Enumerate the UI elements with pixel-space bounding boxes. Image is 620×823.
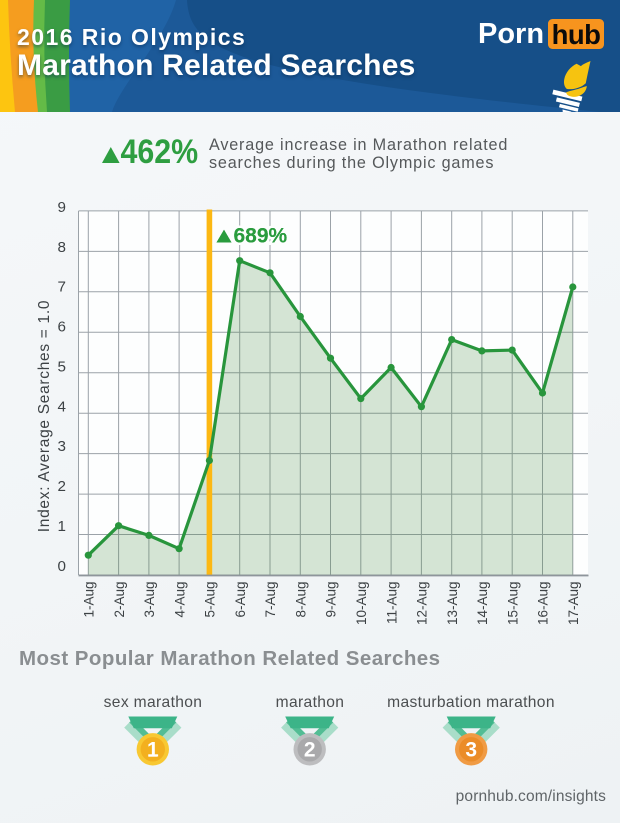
svg-text:5: 5 <box>58 358 66 375</box>
svg-text:1: 1 <box>58 518 66 535</box>
svg-text:10-Aug: 10-Aug <box>354 582 369 626</box>
svg-text:2-Aug: 2-Aug <box>112 582 127 618</box>
svg-text:4-Aug: 4-Aug <box>172 582 187 618</box>
svg-text:16-Aug: 16-Aug <box>536 582 551 626</box>
svg-text:6: 6 <box>58 319 66 336</box>
svg-text:8: 8 <box>58 239 66 256</box>
svg-text:8-Aug: 8-Aug <box>294 582 309 618</box>
svg-text:9: 9 <box>58 199 66 216</box>
svg-text:Index: Average Searches = 1.0: Index: Average Searches = 1.0 <box>36 300 53 532</box>
svg-text:7: 7 <box>58 279 66 296</box>
svg-text:689%: 689% <box>234 225 288 248</box>
svg-text:3: 3 <box>58 438 66 455</box>
svg-text:11-Aug: 11-Aug <box>384 582 399 625</box>
svg-text:0: 0 <box>58 558 66 575</box>
svg-text:7-Aug: 7-Aug <box>263 582 278 618</box>
svg-text:1-Aug: 1-Aug <box>82 582 97 618</box>
svg-text:2: 2 <box>58 478 66 495</box>
svg-text:3: 3 <box>465 739 477 762</box>
svg-text:9-Aug: 9-Aug <box>324 582 339 618</box>
svg-text:3-Aug: 3-Aug <box>142 582 157 618</box>
svg-text:5-Aug: 5-Aug <box>203 582 218 618</box>
svg-text:13-Aug: 13-Aug <box>445 582 460 626</box>
svg-text:6-Aug: 6-Aug <box>233 582 248 618</box>
svg-text:15-Aug: 15-Aug <box>505 582 520 626</box>
svg-text:14-Aug: 14-Aug <box>475 582 490 626</box>
svg-text:1: 1 <box>147 739 159 762</box>
svg-text:12-Aug: 12-Aug <box>415 582 430 626</box>
svg-text:4: 4 <box>58 398 66 415</box>
svg-text:689%: 689% <box>234 225 288 248</box>
svg-text:17-Aug: 17-Aug <box>566 582 581 626</box>
svg-text:2: 2 <box>304 739 316 762</box>
